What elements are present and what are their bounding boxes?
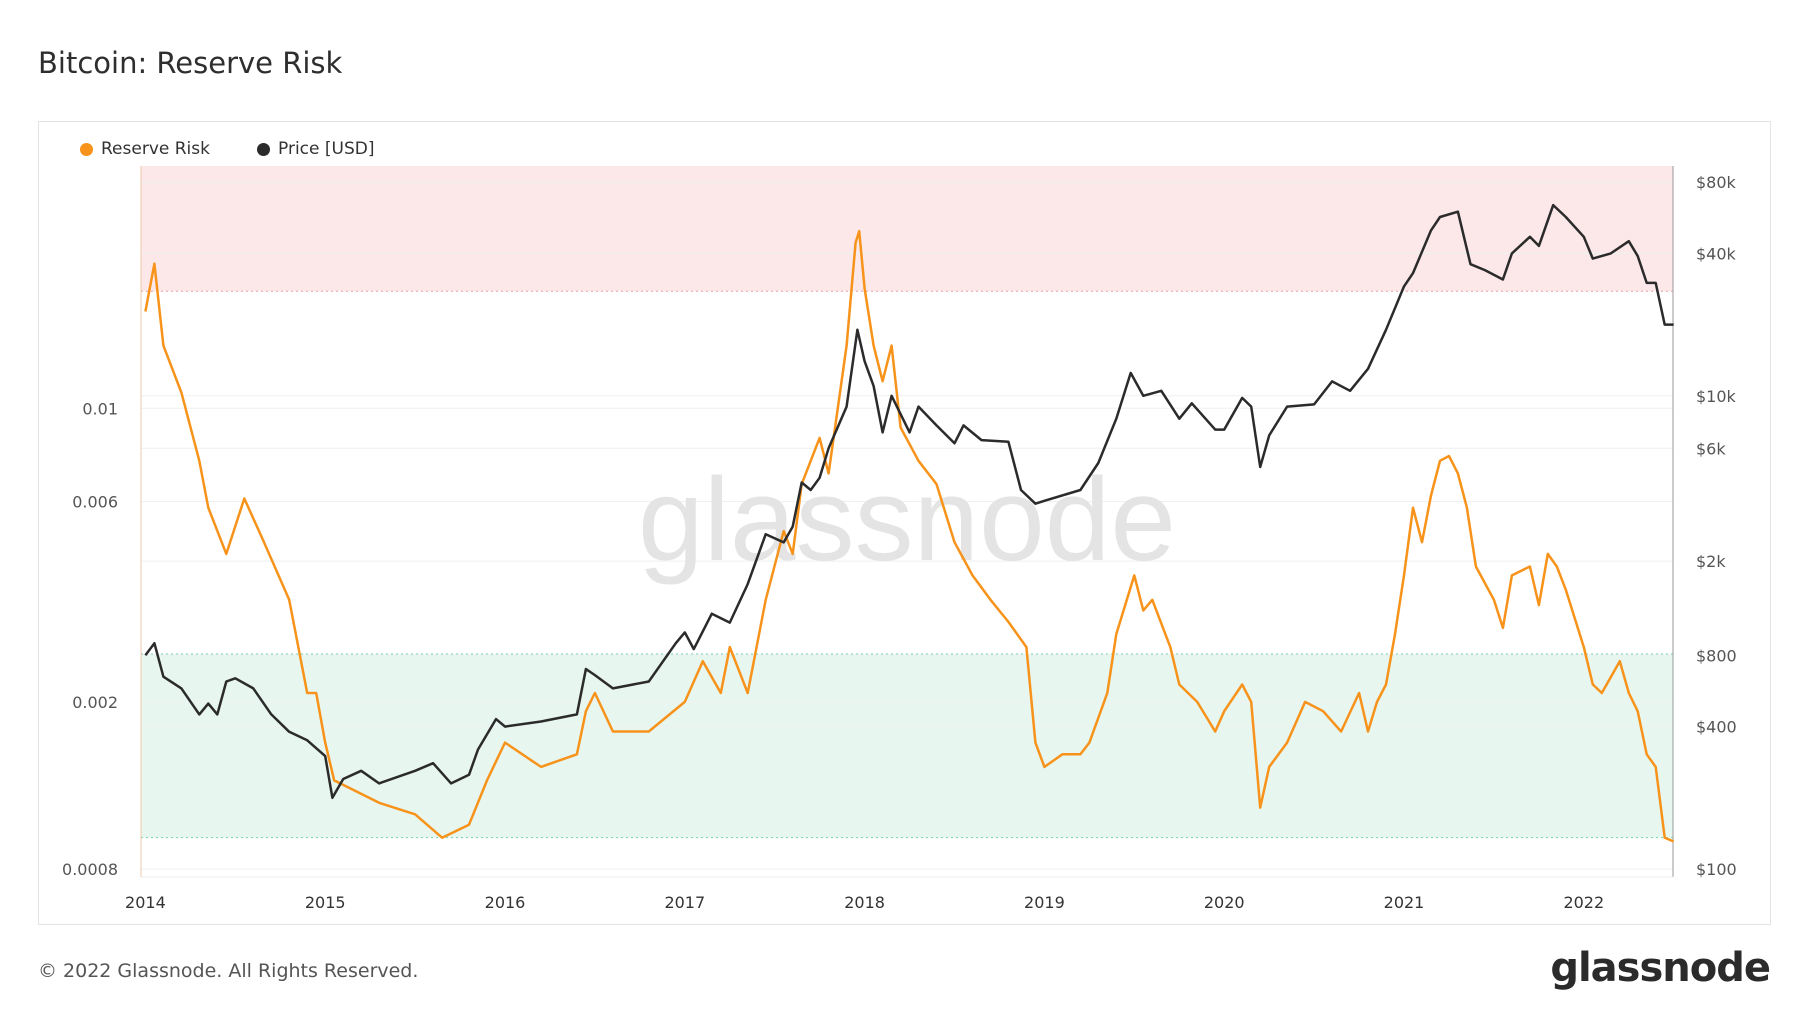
x-tick-label: 2017 bbox=[664, 893, 705, 912]
green-zone bbox=[141, 654, 1673, 838]
legend-item-reserve-risk[interactable]: Reserve Risk bbox=[80, 139, 210, 159]
x-tick-label: 2021 bbox=[1384, 893, 1425, 912]
page-title: Bitcoin: Reserve Risk bbox=[38, 46, 343, 80]
legend-label: Price [USD] bbox=[278, 139, 375, 159]
reserve-risk-line bbox=[144, 229, 1675, 843]
y-left-tick-label: 0.006 bbox=[72, 492, 118, 511]
x-tick-label: 2022 bbox=[1563, 893, 1604, 912]
y-right-tick-label: $40k bbox=[1696, 244, 1737, 263]
x-tick-label: 2016 bbox=[485, 893, 526, 912]
legend-dot-icon bbox=[257, 142, 270, 156]
legend-dot-icon bbox=[80, 142, 93, 156]
x-tick-label: 2018 bbox=[844, 893, 885, 912]
y-right-tick-label: $10k bbox=[1696, 387, 1737, 406]
copyright: © 2022 Glassnode. All Rights Reserved. bbox=[38, 960, 419, 982]
y-right-tick-label: $100 bbox=[1696, 860, 1737, 879]
y-right-tick-label: $80k bbox=[1696, 173, 1737, 192]
x-tick-label: 2020 bbox=[1204, 893, 1245, 912]
watermark: glassnode bbox=[638, 454, 1176, 586]
y-right-tick-label: $400 bbox=[1696, 718, 1737, 737]
x-tick-label: 2014 bbox=[125, 893, 166, 912]
chart-frame bbox=[38, 121, 1771, 925]
y-right-tick-label: $2k bbox=[1696, 552, 1726, 571]
y-right-tick-label: $800 bbox=[1696, 646, 1737, 665]
y-left-tick-label: 0.0008 bbox=[62, 860, 118, 879]
price-line bbox=[144, 203, 1674, 800]
y-left-tick-label: 0.002 bbox=[72, 693, 118, 712]
x-tick-label: 2019 bbox=[1024, 893, 1065, 912]
y-right-tick-label: $6k bbox=[1696, 439, 1726, 458]
legend-item-price[interactable]: Price [USD] bbox=[257, 139, 374, 159]
red-zone bbox=[141, 166, 1673, 292]
x-tick-label: 2015 bbox=[305, 893, 346, 912]
glassnode-logo: glassnode bbox=[1550, 945, 1771, 991]
legend-label: Reserve Risk bbox=[101, 139, 210, 159]
y-left-tick-label: 0.01 bbox=[82, 399, 118, 418]
